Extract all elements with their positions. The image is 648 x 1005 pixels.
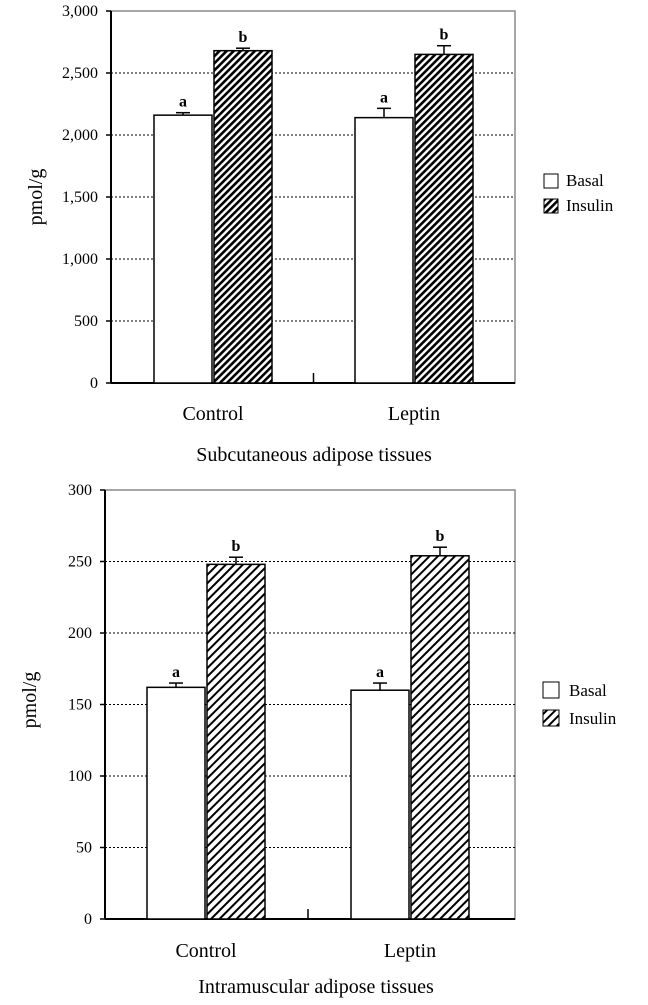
legend-1-insulin-label: Insulin: [566, 196, 614, 215]
chart-2-ytick-label: 50: [76, 840, 92, 857]
chart-1-ytick-label: 2,500: [62, 65, 98, 82]
chart-1: pmol/g Subcutaneous adipose tissues Basa…: [25, 169, 614, 466]
chart-2-ytick-label: 250: [68, 554, 92, 571]
chart-1-significance-label: a: [380, 89, 388, 106]
chart-1-ytick-label: 500: [74, 313, 98, 330]
chart-2-significance-label: a: [172, 664, 180, 681]
chart-1-xlabel: Subcutaneous adipose tissues: [196, 444, 432, 466]
chart-2-bar-insulin-control: [206, 563, 266, 920]
chart-1-bar-insulin-leptin: [414, 53, 474, 384]
legend-2-insulin-label: Insulin: [569, 709, 617, 728]
chart-2-ylabel: pmol/g: [19, 672, 41, 729]
chart-1-ytick-label: 1,500: [62, 189, 98, 206]
chart-1-bar-insulin-control: [213, 49, 273, 384]
chart-2-bar-basal-leptin: [350, 689, 410, 920]
chart-2-significance-label: b: [232, 538, 241, 555]
chart-1-bar-basal-control: [153, 114, 213, 384]
chart-1-bar-basal-leptin: [354, 116, 414, 384]
chart-2-ytick-label: 300: [68, 482, 92, 499]
chart-2-significance-label: a: [376, 664, 384, 681]
legend-2-basal-swatch: [542, 681, 560, 699]
chart-1-significance-label: a: [179, 94, 187, 111]
chart-1-category-label: Control: [182, 403, 244, 425]
chart-2-ytick-label: 100: [68, 768, 92, 785]
chart-1-ytick-label: 2,000: [62, 127, 98, 144]
chart-2: pmol/g Intramuscular adipose tissues Bas…: [19, 672, 617, 998]
chart-2-category-label: Leptin: [384, 940, 436, 962]
legend-2-basal-label: Basal: [569, 681, 607, 700]
chart-1-legend: Basal Insulin: [543, 171, 614, 215]
chart-2-ytick-label: 0: [84, 911, 92, 928]
chart-1-ylabel: pmol/g: [25, 169, 47, 226]
chart-1-ytick-label: 0: [90, 375, 98, 392]
chart-1-category-label: Leptin: [388, 403, 440, 425]
chart-2-bar-insulin-leptin: [410, 555, 470, 920]
legend-1-basal-swatch: [543, 173, 559, 189]
chart-2-ytick-label: 150: [68, 697, 92, 714]
chart-2-category-label: Control: [175, 940, 237, 962]
chart-1-significance-label: b: [440, 27, 449, 44]
legend-1-insulin-swatch: [543, 198, 559, 214]
chart-2-bar-basal-control: [146, 686, 206, 920]
legend-2-insulin-swatch: [542, 709, 560, 727]
chart-1-ytick-label: 1,000: [62, 251, 98, 268]
legend-1-basal-label: Basal: [566, 171, 604, 190]
chart-2-significance-label: b: [436, 528, 445, 545]
chart-1-significance-label: b: [239, 29, 248, 46]
chart-2-legend: Basal Insulin: [542, 681, 617, 728]
chart-2-xlabel: Intramuscular adipose tissues: [198, 976, 434, 998]
chart-2-ytick-label: 200: [68, 625, 92, 642]
chart-1-ytick-label: 3,000: [62, 3, 98, 20]
